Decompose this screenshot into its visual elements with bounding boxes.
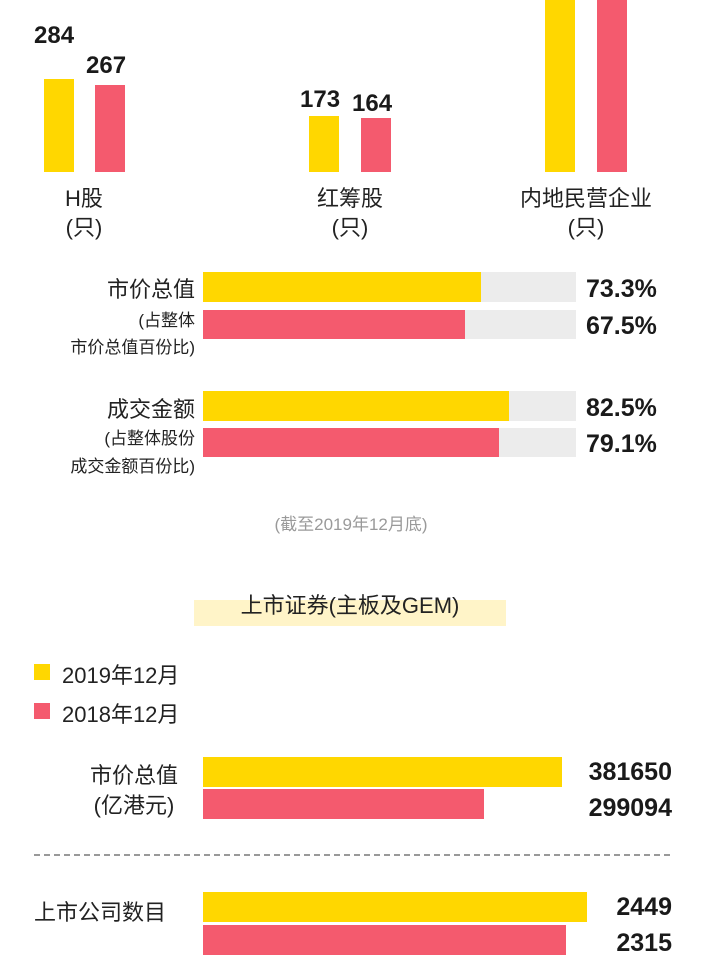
- share-label: (占整体: [138, 311, 195, 330]
- share-bar-2018-turnover: [203, 428, 499, 457]
- value-label: 173: [300, 86, 341, 113]
- section-title-highlight: [194, 600, 506, 626]
- section-title: 上市证券(主板及GEM): [240, 593, 460, 618]
- legend-swatch-2019: [34, 664, 50, 680]
- category-label: 内地民营企业: [519, 186, 652, 211]
- companies-bar-2019: [203, 892, 587, 922]
- companies-bar-2018: [203, 925, 566, 955]
- count-bar-2019-private: [545, 0, 575, 172]
- value-label: 82.5%: [586, 394, 657, 422]
- cap-bar-2019: [203, 757, 562, 787]
- value-label: 2449: [616, 893, 672, 921]
- share-bar-2019-turnover: [203, 391, 509, 421]
- unit-label: (只): [331, 215, 369, 240]
- unit-label: (只): [65, 215, 103, 240]
- value-label: 67.5%: [586, 312, 657, 340]
- share-label: 成交金额: [106, 397, 195, 422]
- value-label: 164: [352, 90, 393, 117]
- share-label: (占整体股份: [104, 429, 195, 448]
- share-bar-2019-cap: [203, 272, 481, 302]
- metric-label: 市价总值: [89, 763, 178, 788]
- value-label: 79.1%: [586, 430, 657, 458]
- share-bar-2018-cap: [203, 310, 465, 339]
- count-bar-2019-red-chip: [309, 116, 339, 172]
- metric-label: 上市公司数目: [34, 900, 167, 925]
- legend-label-2019: 2019年12月: [62, 663, 180, 688]
- count-bar-2018-private: [597, 0, 627, 172]
- date-note: (截至2019年12月底): [274, 515, 428, 534]
- category-label: H股: [65, 186, 103, 211]
- share-label: 市价总值百份比): [70, 338, 195, 357]
- value-label: 299094: [588, 794, 672, 822]
- share-label: 市价总值: [106, 277, 195, 302]
- legend-label-2018: 2018年12月: [62, 702, 180, 727]
- count-bar-2018-red-chip: [361, 118, 391, 172]
- unit-label: (只): [567, 215, 605, 240]
- divider: [34, 854, 670, 856]
- count-bar-2018-h: [95, 85, 125, 172]
- count-bar-2019-h: [44, 79, 74, 172]
- metric-label: (亿港元): [93, 793, 175, 818]
- category-label: 红筹股: [316, 186, 383, 211]
- value-label: 2315: [616, 929, 672, 957]
- value-label: 267: [86, 52, 127, 79]
- value-label: 73.3%: [586, 275, 657, 303]
- share-label: 成交金额百份比): [70, 457, 195, 476]
- value-label: 381650: [588, 758, 672, 786]
- value-label: 284: [34, 22, 75, 49]
- legend-swatch-2018: [34, 703, 50, 719]
- cap-bar-2018: [203, 789, 484, 819]
